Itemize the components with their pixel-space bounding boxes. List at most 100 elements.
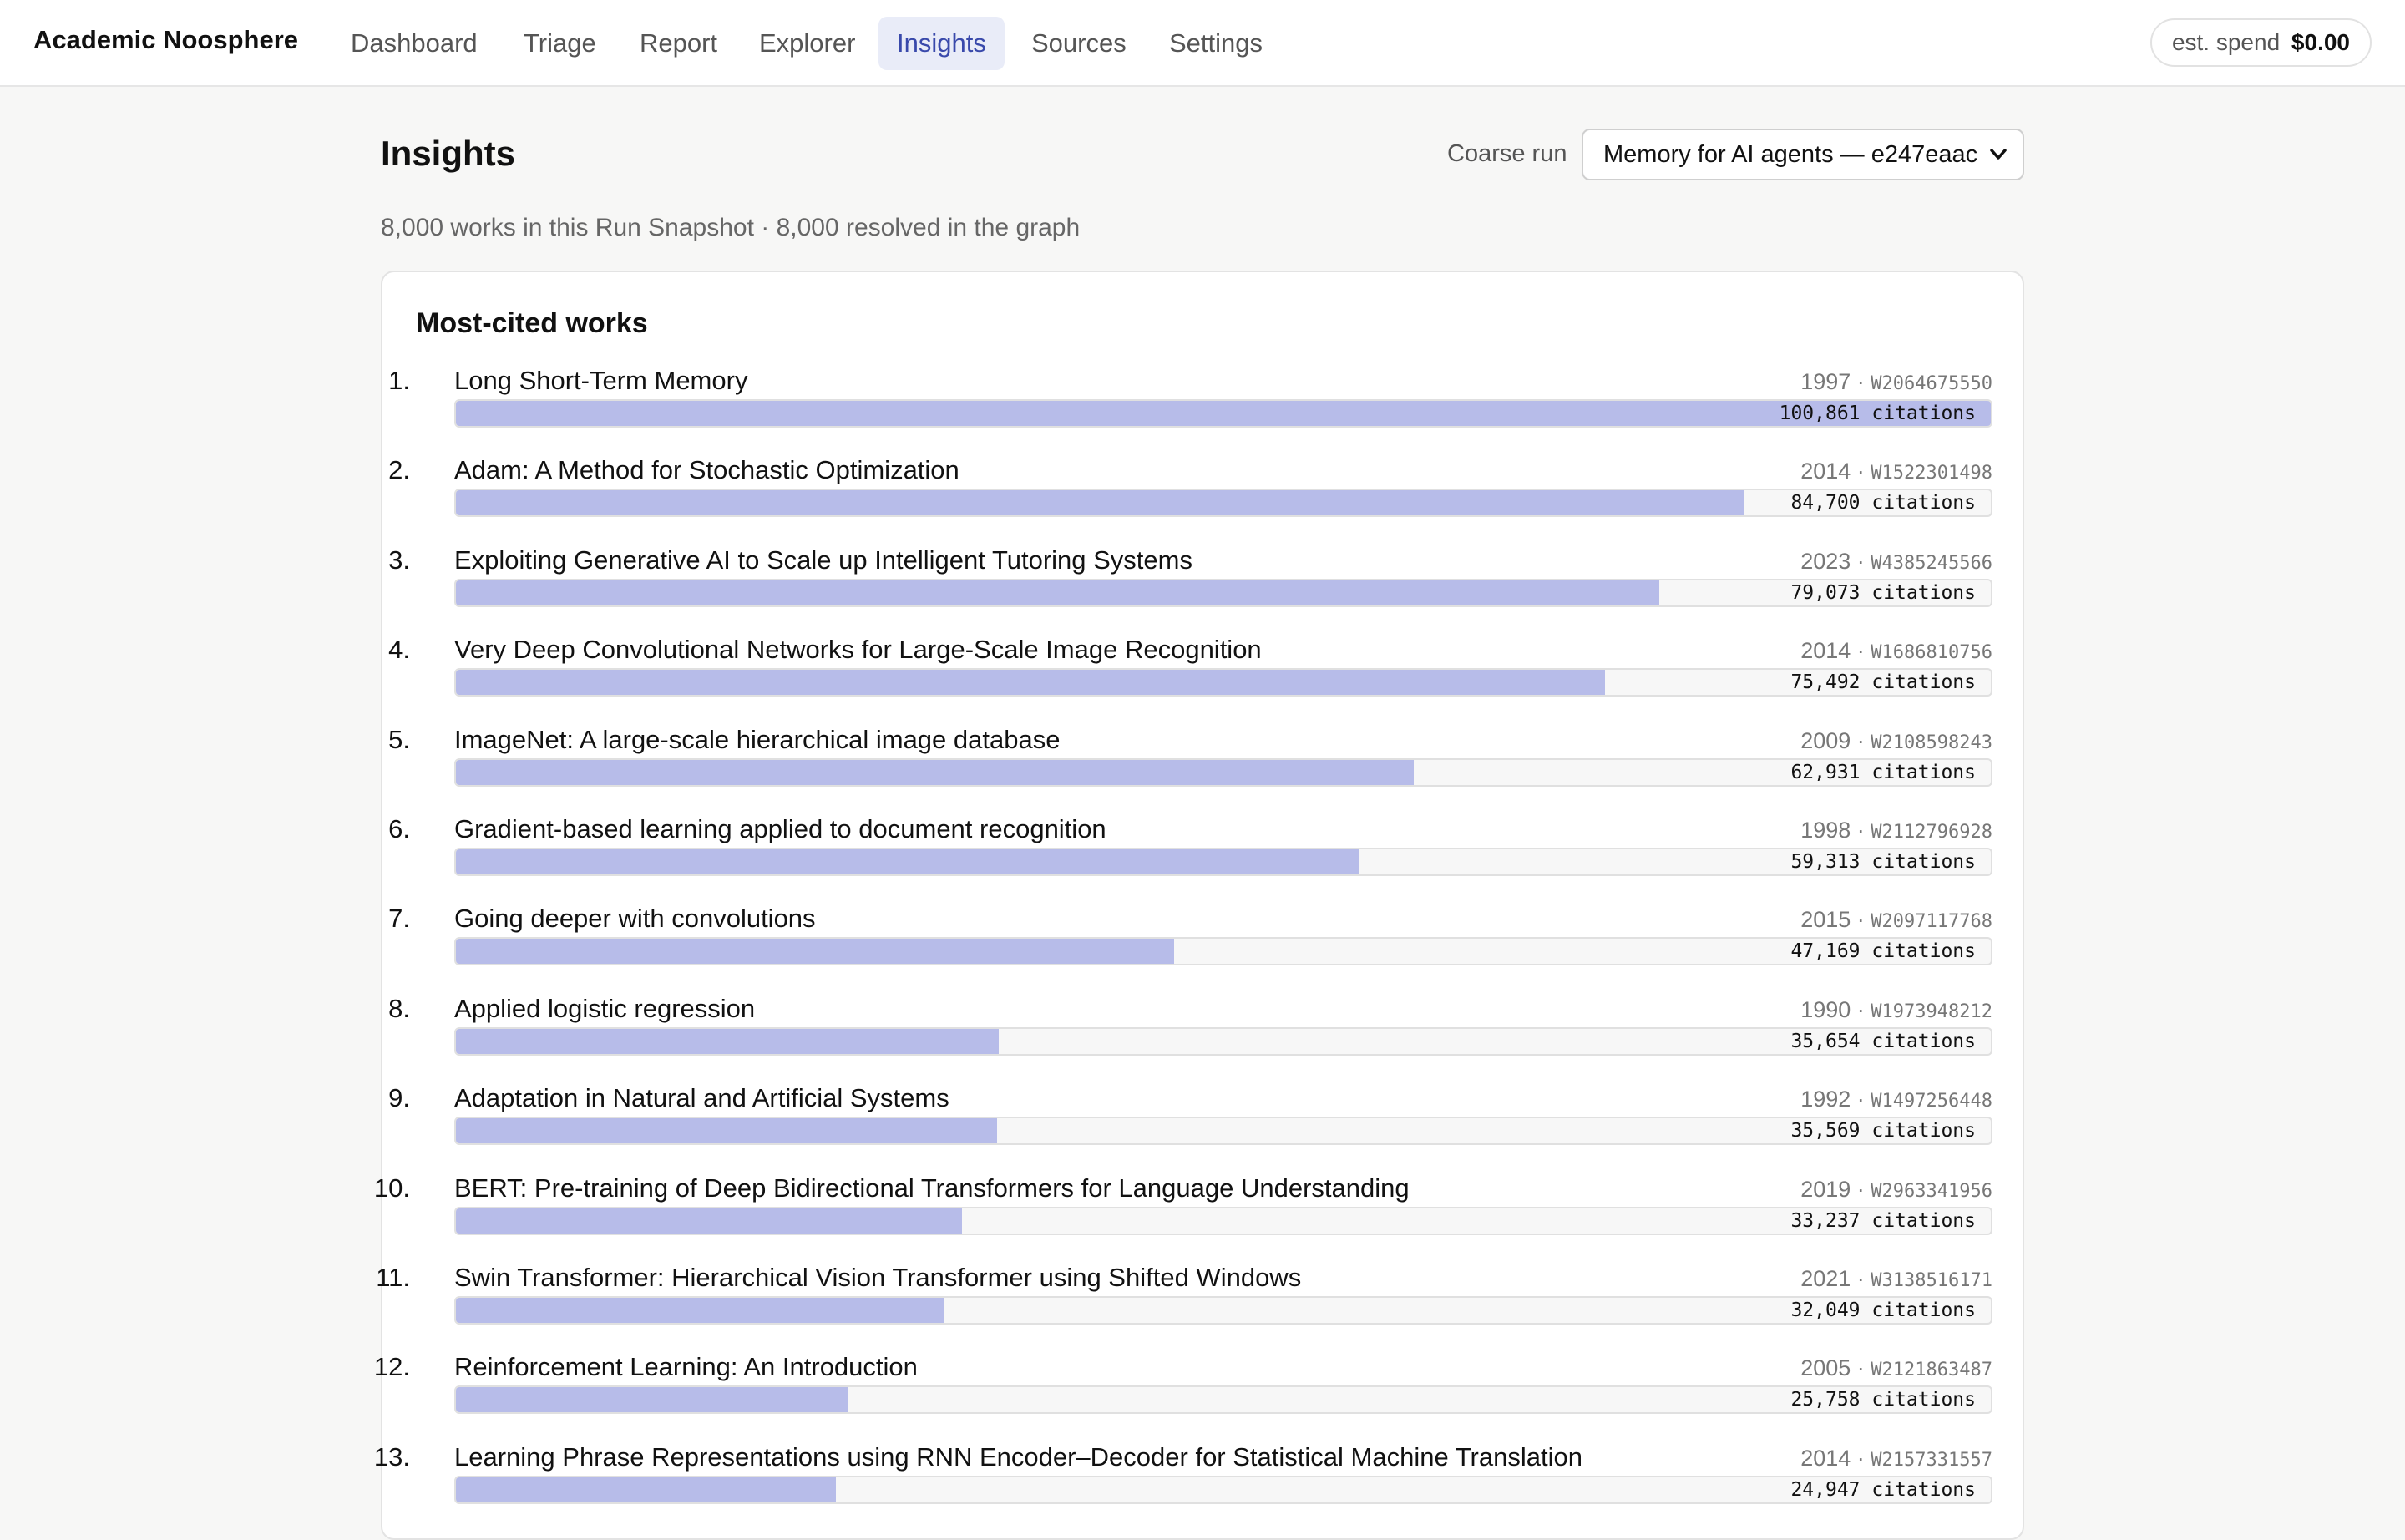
citation-count: 35,569 citations [1790, 1120, 1976, 1142]
citation-bar-fill [456, 490, 1745, 516]
meta-separator: · [1851, 1176, 1871, 1202]
work-row[interactable]: 4. Very Deep Convolutional Networks for L… [382, 635, 2026, 725]
work-meta: 2021 · W3138516171 [1800, 1266, 1992, 1292]
work-row[interactable]: 9. Adaptation in Natural and Artificial S… [382, 1083, 2026, 1173]
work-id: W2121863487 [1871, 1360, 1992, 1381]
citation-bar-fill [456, 1118, 998, 1144]
citation-bar: 62,931 citations [454, 757, 1992, 787]
work-rank: 7. [388, 904, 410, 934]
work-id: W2157331557 [1871, 1449, 1992, 1471]
work-row[interactable]: 12. Reinforcement Learning: An Introducti… [374, 1352, 2026, 1442]
meta-separator: · [1851, 996, 1871, 1022]
work-title[interactable]: Gradient-based learning applied to docum… [454, 814, 1106, 843]
work-title[interactable]: Learning Phrase Representations using RN… [454, 1441, 1582, 1472]
work-title[interactable]: Exploiting Generative AI to Scale up Int… [454, 545, 1192, 575]
work-id: W1686810756 [1871, 642, 1992, 664]
citation-bar-fill [456, 939, 1174, 965]
citation-bar: 100,861 citations [454, 399, 1992, 428]
nav-dashboard[interactable]: Dashboard [351, 28, 478, 58]
citation-bar-fill [456, 670, 1605, 696]
work-year: 1997 [1800, 369, 1851, 394]
work-rank: 2. [388, 455, 410, 485]
nav-insights[interactable]: Insights [878, 17, 1005, 70]
work-year: 1990 [1800, 996, 1851, 1022]
work-id: W2112796928 [1871, 822, 1992, 843]
citation-count: 62,931 citations [1790, 761, 1976, 783]
work-title[interactable]: Adaptation in Natural and Artificial Sys… [454, 1083, 949, 1113]
work-year: 2023 [1800, 548, 1851, 574]
nav-settings[interactable]: Settings [1169, 28, 1263, 58]
work-row[interactable]: 8. Applied logistic regression 1990 · W197… [382, 994, 2026, 1084]
work-meta: 2015 · W2097117768 [1800, 907, 1992, 933]
work-row[interactable]: 6. Gradient-based learning applied to doc… [382, 814, 2026, 904]
nav-report[interactable]: Report [640, 28, 718, 58]
citation-count: 35,654 citations [1790, 1030, 1976, 1052]
work-id: W1973948212 [1871, 1000, 1992, 1022]
top-navbar: Academic Noosphere Dashboard Triage Repo… [0, 0, 2405, 87]
work-row[interactable]: 13. Learning Phrase Representations using… [374, 1441, 2026, 1532]
work-rank: 1. [388, 366, 410, 395]
nav-sources[interactable]: Sources [1031, 28, 1127, 58]
work-row[interactable]: 5. ImageNet: A large-scale hierarchical i… [382, 725, 2026, 815]
work-title[interactable]: Very Deep Convolutional Networks for Lar… [454, 635, 1262, 665]
work-row[interactable]: 10. BERT: Pre-training of Deep Bidirectio… [374, 1173, 2026, 1264]
work-rank: 6. [388, 814, 410, 843]
work-year: 2014 [1800, 1445, 1851, 1471]
work-title[interactable]: Reinforcement Learning: An Introduction [454, 1352, 918, 1382]
work-meta: 2014 · W1686810756 [1800, 638, 1992, 664]
card-title: Most-cited works [416, 307, 648, 339]
citation-bar: 33,237 citations [454, 1206, 1992, 1235]
citation-bar: 35,654 citations [454, 1026, 1992, 1056]
work-title[interactable]: BERT: Pre-training of Deep Bidirectional… [454, 1173, 1410, 1203]
meta-separator: · [1851, 1266, 1871, 1291]
app-brand[interactable]: Academic Noosphere [33, 25, 298, 54]
work-title[interactable]: Swin Transformer: Hierarchical Vision Tr… [454, 1263, 1302, 1292]
citation-bar: 24,947 citations [454, 1475, 1992, 1504]
citation-bar-fill [456, 849, 1359, 874]
meta-separator: · [1851, 548, 1871, 574]
work-title[interactable]: Long Short-Term Memory [454, 366, 748, 395]
citation-bar: 75,492 citations [454, 668, 1992, 697]
work-rank: 11. [376, 1263, 410, 1292]
work-row[interactable]: 2. Adam: A Method for Stochastic Optimiza… [382, 455, 2026, 545]
work-year: 2005 [1800, 1355, 1851, 1381]
work-row[interactable]: 7. Going deeper with convolutions 2015 · W… [382, 904, 2026, 994]
work-title[interactable]: Applied logistic regression [454, 993, 756, 1023]
spend-label: est. spend [2171, 29, 2281, 55]
work-row[interactable]: 3. Exploiting Generative AI to Scale up I… [382, 545, 2026, 636]
meta-separator: · [1851, 458, 1871, 484]
meta-separator: · [1851, 727, 1871, 753]
meta-separator: · [1851, 1355, 1871, 1381]
work-id: W2108598243 [1871, 732, 1992, 753]
work-rank: 12. [373, 1352, 410, 1382]
work-id: W1497256448 [1871, 1091, 1992, 1112]
citation-bar-fill [456, 1028, 999, 1054]
spend-badge: est. spend $0.00 [2149, 18, 2372, 67]
work-id: W1522301498 [1871, 463, 1992, 484]
citation-count: 33,237 citations [1790, 1209, 1976, 1232]
work-title[interactable]: Going deeper with convolutions [454, 904, 816, 934]
work-id: W2963341956 [1871, 1180, 1992, 1202]
citation-bar: 79,073 citations [454, 578, 1992, 607]
work-year: 2019 [1800, 1176, 1851, 1202]
citation-bar: 47,169 citations [454, 937, 1992, 966]
work-id: W2097117768 [1871, 911, 1992, 933]
work-meta: 2005 · W2121863487 [1800, 1355, 1992, 1381]
work-rank: 9. [388, 1083, 410, 1113]
meta-separator: · [1851, 907, 1871, 933]
work-row[interactable]: 1. Long Short-Term Memory 1997 · W20646755… [382, 366, 2026, 456]
work-year: 2015 [1800, 907, 1851, 933]
work-title[interactable]: Adam: A Method for Stochastic Optimizati… [454, 455, 959, 485]
nav-triage[interactable]: Triage [524, 28, 596, 58]
citation-count: 24,947 citations [1790, 1478, 1976, 1501]
nav-explorer[interactable]: Explorer [759, 28, 856, 58]
work-row[interactable]: 11. Swin Transformer: Hierarchical Vision… [376, 1263, 2026, 1353]
chevron-down-icon [1989, 130, 2008, 197]
work-rank: 4. [388, 635, 410, 665]
work-id: W2064675550 [1871, 373, 1992, 394]
work-title[interactable]: ImageNet: A large-scale hierarchical ima… [454, 724, 1061, 754]
citation-bar: 32,049 citations [454, 1296, 1992, 1325]
run-select[interactable]: Memory for AI agents — e247eaac [1582, 129, 2024, 180]
meta-separator: · [1851, 638, 1871, 664]
work-meta: 2014 · W1522301498 [1800, 458, 1992, 484]
